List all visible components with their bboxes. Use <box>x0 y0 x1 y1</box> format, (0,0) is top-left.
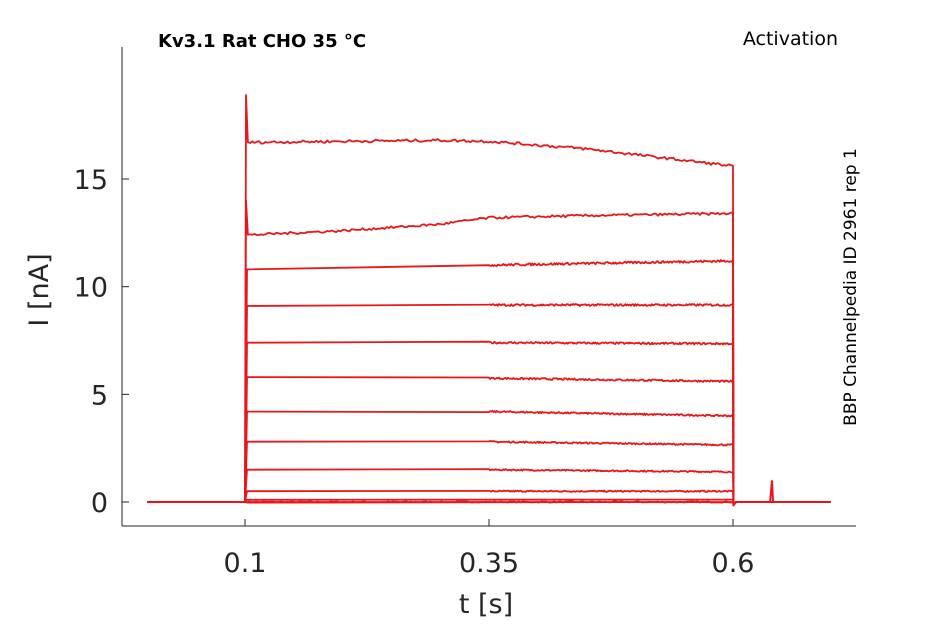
x-tick-label: 0.1 <box>224 548 267 579</box>
side-label: BBP Channelpedia ID 2961 rep 1 <box>841 148 861 426</box>
series-line <box>147 303 831 507</box>
y-tick-label: 0 <box>91 488 108 519</box>
series-line <box>147 489 831 507</box>
y-tick-label: 15 <box>74 165 108 196</box>
series-line <box>147 468 831 507</box>
x-axis-label: t [s] <box>459 589 513 620</box>
artifact-spike <box>769 480 775 503</box>
axes <box>121 47 856 527</box>
chart-subtitle: Activation <box>743 28 838 50</box>
series-line <box>147 340 831 507</box>
x-tick-label: 0.6 <box>712 548 755 579</box>
series-line <box>147 409 831 507</box>
series-line <box>147 259 831 507</box>
plot-area <box>147 94 831 507</box>
y-tick-label: 5 <box>91 380 108 411</box>
series-line <box>147 376 831 507</box>
y-tick-label: 10 <box>74 273 108 304</box>
series-line <box>147 199 831 507</box>
ticks: 0.1 0.35 0.6 0 5 10 15 <box>74 165 755 579</box>
series-line <box>147 94 831 507</box>
series-line <box>147 440 831 507</box>
series-line <box>147 500 831 507</box>
x-tick-label: 0.35 <box>459 548 519 579</box>
y-axis-label: I [nA] <box>24 253 55 326</box>
chart-title: Kv3.1 Rat CHO 35 °C <box>158 31 366 52</box>
